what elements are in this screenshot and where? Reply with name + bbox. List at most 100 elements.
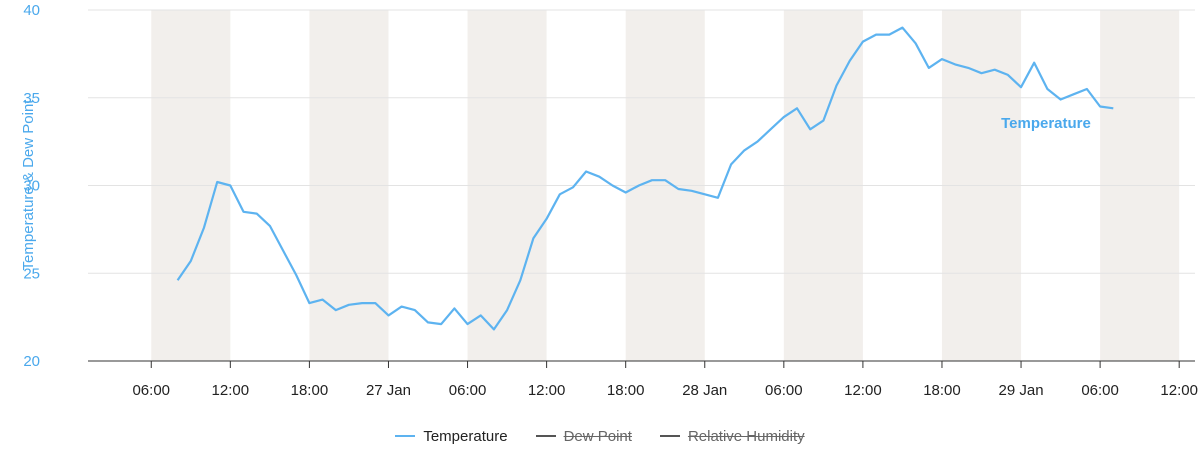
temperature-point [873, 32, 879, 38]
legend-label-relative-humidity: Relative Humidity [687, 427, 805, 445]
temperature-point [1058, 97, 1064, 103]
temperature-point [610, 183, 616, 189]
temperature-point [834, 82, 840, 88]
temperature-point [1044, 86, 1050, 92]
temperature-point [570, 184, 576, 190]
chart-area: 20 25 30 35 40 06:00 12:00 18:00 27 Jan 06:00 12:… [20, 2, 1198, 399]
temperature-point [544, 216, 550, 222]
y-tick-label: 30 [23, 178, 40, 195]
temperature-point [781, 114, 787, 120]
legend-label-temperature: Temperature [423, 427, 508, 445]
temperature-point [359, 300, 365, 306]
x-tick-label: 12:00 [528, 382, 566, 399]
temperature-point [412, 307, 418, 313]
temperature-point [320, 297, 326, 303]
temperature-point [451, 305, 457, 311]
temperature-point [1031, 60, 1037, 66]
temperature-point [333, 307, 339, 313]
legend-label-dew-point: Dew Point [563, 427, 632, 445]
temperature-point [860, 39, 866, 45]
temperature-point [662, 177, 668, 183]
temperature-point [623, 190, 629, 196]
temperature-point [1110, 105, 1116, 111]
y-tick-label: 25 [23, 265, 40, 282]
y-tick-label: 35 [23, 90, 40, 107]
x-tick-label: 18:00 [291, 382, 329, 399]
temperature-point [979, 70, 985, 76]
x-tick-label: 06:00 [449, 382, 487, 399]
x-tick-label: 29 Jan [999, 382, 1044, 399]
temperature-point [478, 312, 484, 318]
legend-item-temperature[interactable]: Temperature [395, 427, 508, 445]
temperature-point [741, 147, 747, 153]
temperature-point [1084, 86, 1090, 92]
temperature-point [768, 126, 774, 132]
temperature-point [1005, 72, 1011, 78]
temperature-point [794, 105, 800, 111]
x-tick-label: 06:00 [132, 382, 170, 399]
temperature-point [715, 195, 721, 201]
temperature-point [214, 179, 220, 185]
temperature-point [1097, 104, 1103, 110]
temperature-point [952, 61, 958, 67]
temperature-point [438, 321, 444, 327]
grid-lines [88, 9, 1195, 274]
legend-swatch-dew-point [535, 435, 556, 437]
legend: Temperature Dew Point Relative Humidity [0, 425, 1200, 447]
temperature-point [399, 304, 405, 310]
x-tick-label: 06:00 [1081, 382, 1119, 399]
temperature-point [820, 118, 826, 124]
x-tick-label: 12:00 [1160, 382, 1198, 399]
temperature-point [241, 209, 247, 215]
temperature-point [636, 183, 642, 189]
temperature-series-line[interactable] [176, 26, 1114, 331]
temperature-point [899, 25, 905, 31]
x-tick-label: 27 Jan [366, 382, 411, 399]
temperature-point [913, 40, 919, 46]
temperature-point [491, 326, 497, 332]
legend-item-dew-point[interactable]: Dew Point [535, 427, 632, 445]
temperature-point [254, 211, 260, 217]
legend-swatch-relative-humidity [659, 435, 680, 437]
legend-swatch-temperature [395, 435, 416, 437]
y-tick-label: 20 [23, 353, 40, 370]
y-tick-label: 40 [23, 2, 40, 19]
x-tick-label: 18:00 [607, 382, 645, 399]
x-tick-label: 18:00 [923, 382, 961, 399]
temperature-point [175, 277, 181, 283]
temperature-point [702, 191, 708, 197]
temperature-point [807, 126, 813, 132]
temperature-point [886, 32, 892, 38]
temperature-point [306, 300, 312, 306]
temperature-point [847, 58, 853, 64]
temperature-point [201, 225, 207, 231]
temperature-point [517, 277, 523, 283]
temperature-point [754, 139, 760, 145]
y-axis-label: Temperature & Dew Point [20, 99, 37, 271]
temperature-point [675, 186, 681, 192]
x-tick-label: 06:00 [765, 382, 803, 399]
temperature-point [596, 174, 602, 180]
temperature-point [188, 258, 194, 264]
temperature-point [385, 312, 391, 318]
temperature-point [425, 319, 431, 325]
temperature-point [557, 191, 563, 197]
temperature-point [465, 321, 471, 327]
x-axis-ticks: 06:00 12:00 18:00 27 Jan 06:00 12:00 18:00 28 J… [132, 361, 1198, 399]
temperature-point [728, 161, 734, 167]
temperature-point [504, 307, 510, 313]
temperature-point [267, 223, 273, 229]
temperature-point [1071, 91, 1077, 97]
temperature-point [293, 272, 299, 278]
temperature-point [649, 177, 655, 183]
temperature-point [926, 65, 932, 71]
temperature-point [372, 300, 378, 306]
legend-item-relative-humidity[interactable]: Relative Humidity [659, 427, 805, 445]
temperature-point [227, 183, 233, 189]
temperature-point [346, 302, 352, 308]
temperature-point [583, 168, 589, 174]
temperature-point [965, 65, 971, 71]
x-tick-label: 12:00 [212, 382, 250, 399]
temperature-point [280, 247, 286, 253]
y-axis-ticks: 20 25 30 35 40 [23, 2, 40, 370]
